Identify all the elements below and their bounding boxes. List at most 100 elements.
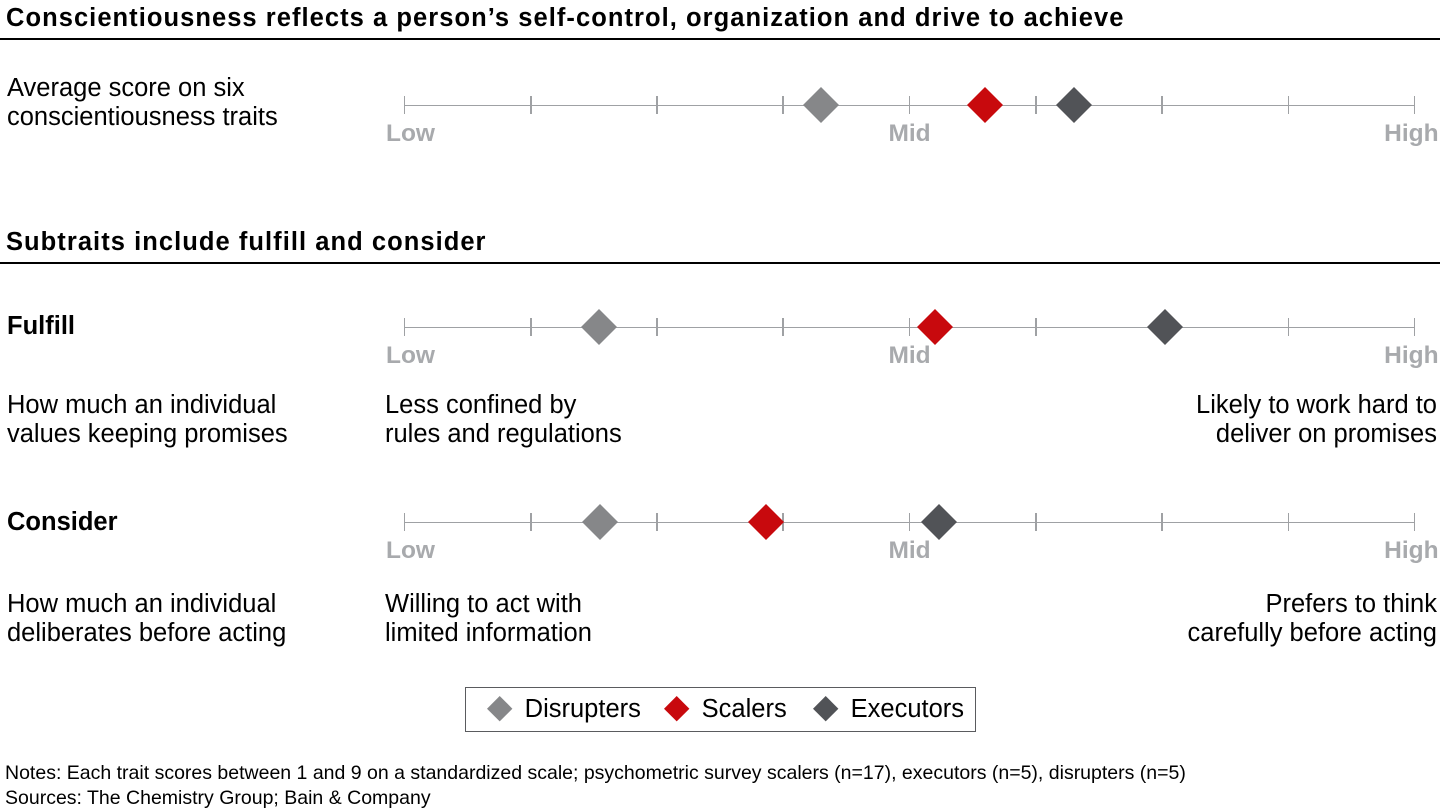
fulfill-desc-trait: How much an individual values keeping pr… [7, 391, 288, 449]
axis-tick-consider-2 [529, 513, 532, 532]
axis-tick-fulfill-1 [403, 318, 406, 337]
axis-tick-consider-3 [656, 513, 658, 532]
fulfill-desc-high-line1: Likely to work hard to [1196, 391, 1437, 420]
axis-tick-fulfill-3 [656, 318, 658, 337]
legend-item-disrupters: Disrupters [487, 688, 641, 731]
axis-tick-consider-5 [908, 513, 911, 532]
diamond-icon-disrupters-consider [582, 504, 619, 541]
marker-scalers-consider [747, 504, 784, 541]
axis-label-low-average: Low [386, 120, 435, 148]
axis-label-low-fulfill: Low [386, 342, 435, 370]
diamond-icon-scalers-average [967, 87, 1004, 124]
axis-tick-consider-8 [1287, 513, 1290, 532]
axis-label-low-consider: Low [386, 537, 435, 565]
axis-tick-average-3 [656, 96, 658, 115]
fulfill-desc-low-line1: Less confined by [385, 391, 577, 420]
section2-title-rule [0, 261, 1440, 264]
marker-scalers-fulfill [916, 309, 953, 346]
consider-desc-low-line2: limited information [385, 618, 592, 647]
notes-line2: Sources: The Chemistry Group; Bain & Com… [5, 786, 431, 809]
consider-desc-trait-line1: How much an individual [7, 589, 277, 618]
axis-line-consider [404, 521, 1415, 523]
axis-tick-consider-1 [403, 513, 406, 532]
notes: Notes: Each trait scores between 1 and 9… [5, 761, 1186, 810]
consider-desc-low: Willing to act with limited information [385, 590, 592, 648]
marker-scalers-average [967, 87, 1004, 124]
section2-title: Subtraits include fulfill and consider [6, 228, 487, 257]
fulfill-desc-trait-line2: values keeping promises [7, 420, 288, 449]
axis-label-high-average: High [1384, 120, 1439, 148]
axis-tick-fulfill-2 [529, 318, 532, 337]
row-label-average: Average score on six conscientiousness t… [7, 74, 278, 132]
axis-tick-fulfill-9 [1413, 318, 1416, 337]
marker-disrupters-consider [582, 504, 619, 541]
consider-desc-high: Prefers to think carefully before acting [1188, 590, 1437, 648]
axis-tick-consider-9 [1413, 513, 1416, 532]
fulfill-desc-high-line2: deliver on promises [1215, 420, 1437, 449]
row-label-average-line2: conscientiousness traits [7, 103, 278, 132]
axis-tick-average-5 [908, 96, 911, 115]
axis-line-fulfill [404, 326, 1415, 328]
fulfill-desc-low: Less confined by rules and regulations [385, 391, 622, 449]
axis-tick-average-7 [1161, 96, 1163, 115]
diamond-icon-executors-average [1055, 87, 1092, 124]
axis-tick-average-6 [1035, 96, 1037, 115]
fulfill-desc-low-line2: rules and regulations [385, 420, 622, 449]
consider-desc-high-line1: Prefers to think [1265, 589, 1438, 618]
axis-tick-average-8 [1287, 96, 1290, 115]
notes-line1: Notes: Each trait scores between 1 and 9… [5, 761, 1186, 784]
diamond-icon-scalers-fulfill [916, 309, 953, 346]
fulfill-desc-trait-line1: How much an individual [7, 391, 277, 420]
axis-tick-average-1 [403, 96, 406, 115]
axis-tick-fulfill-7 [1161, 318, 1163, 337]
diamond-icon-scalers-consider [747, 504, 784, 541]
fulfill-desc-high: Likely to work hard to deliver on promis… [1196, 391, 1437, 449]
axis-tick-fulfill-6 [1035, 318, 1037, 337]
marker-executors-average [1055, 87, 1092, 124]
legend-label-disrupters: Disrupters [524, 694, 641, 723]
consider-desc-low-line1: Willing to act with [385, 589, 582, 618]
marker-executors-consider [920, 504, 957, 541]
section1-title-rule [0, 37, 1440, 40]
axis-tick-consider-7 [1161, 513, 1163, 532]
diamond-icon-legend-scalers [664, 696, 690, 722]
consider-desc-trait: How much an individual deliberates befor… [7, 590, 286, 648]
axis-label-mid-fulfill: Mid [888, 342, 931, 370]
legend-label-executors: Executors [850, 694, 965, 723]
row-label-consider: Consider [7, 507, 118, 536]
axis-tick-average-2 [529, 96, 532, 115]
axis-label-high-consider: High [1384, 537, 1439, 565]
row-label-fulfill: Fulfill [7, 311, 75, 340]
consider-desc-high-line2: carefully before acting [1187, 618, 1437, 647]
axis-label-mid-consider: Mid [888, 537, 931, 565]
section1-title: Conscientiousness reflects a person’s se… [6, 4, 1125, 33]
axis-tick-fulfill-5 [908, 318, 911, 337]
diamond-icon-executors-consider [920, 504, 957, 541]
legend-label-scalers: Scalers [701, 694, 787, 723]
marker-executors-fulfill [1146, 309, 1183, 346]
diamond-icon-executors-fulfill [1146, 309, 1183, 346]
legend: Disrupters Scalers Executors [465, 686, 976, 733]
diamond-icon-disrupters-average [803, 87, 840, 124]
legend-swatch-executors [813, 696, 839, 722]
axis-label-high-fulfill: High [1384, 342, 1439, 370]
axis-tick-average-9 [1413, 96, 1416, 115]
axis-tick-consider-4 [782, 513, 785, 532]
axis-tick-fulfill-8 [1287, 318, 1290, 337]
consider-desc-trait-line2: deliberates before acting [7, 618, 287, 647]
marker-disrupters-fulfill [580, 309, 617, 346]
axis-line-average [404, 104, 1415, 106]
axis-label-mid-average: Mid [888, 120, 931, 148]
legend-item-executors: Executors [813, 688, 964, 731]
diamond-icon-legend-disrupters [487, 696, 513, 722]
diamond-icon-legend-executors [813, 696, 839, 722]
axis-tick-fulfill-4 [782, 318, 785, 337]
legend-swatch-disrupters [487, 696, 513, 722]
legend-item-scalers: Scalers [664, 688, 787, 731]
legend-swatch-scalers [664, 696, 690, 722]
row-label-average-line1: Average score on six [7, 74, 245, 103]
axis-tick-average-4 [782, 96, 785, 115]
diamond-icon-disrupters-fulfill [580, 309, 617, 346]
axis-tick-consider-6 [1035, 513, 1037, 532]
